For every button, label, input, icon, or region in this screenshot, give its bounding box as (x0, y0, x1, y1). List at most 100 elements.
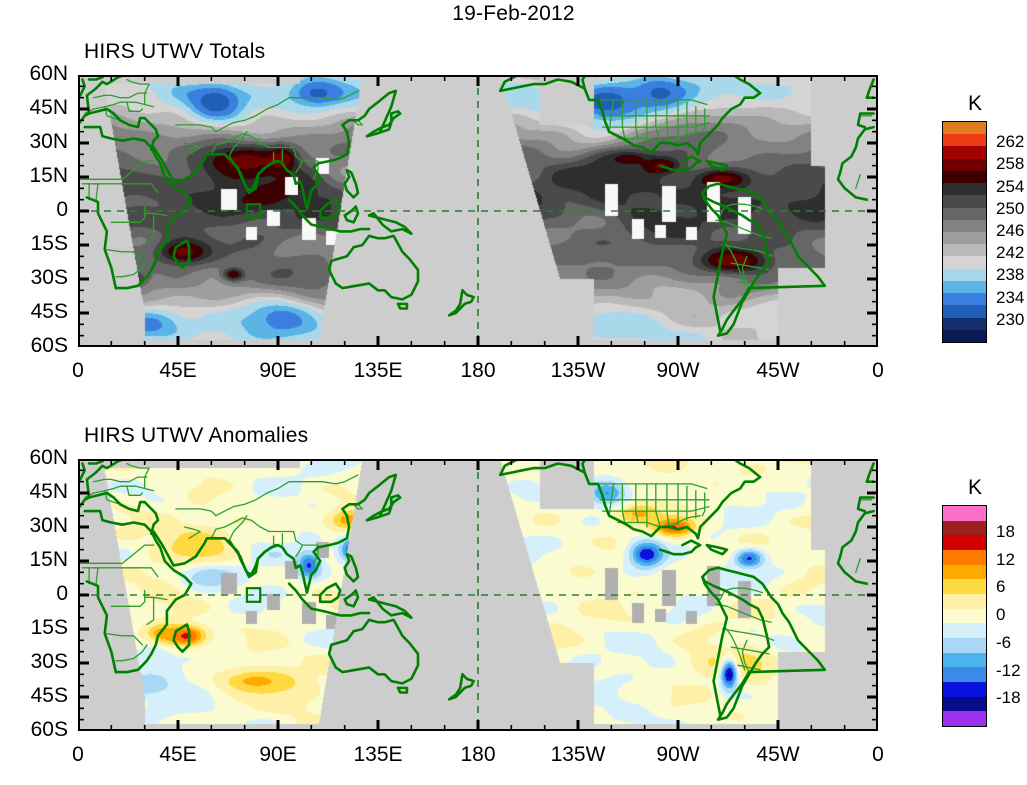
y-tick-label: 30N (29, 130, 68, 153)
x-tick-label: 45E (159, 743, 197, 766)
colorbar-tick-label: -6 (996, 632, 1012, 652)
y-tick-label: 30S (30, 650, 68, 673)
colorbar-tick-label: 234 (996, 287, 1025, 307)
panel-title-totals: HIRS UTWV Totals (84, 40, 266, 63)
colorbar-tick-label: 246 (996, 221, 1025, 240)
colorbar-band (943, 506, 986, 521)
colorbar-tick-label: 242 (996, 243, 1025, 263)
colorbar-band (943, 219, 986, 232)
colorbar-band (943, 231, 986, 245)
colorbar-band (943, 652, 986, 668)
x-tick-label: 90E (259, 359, 297, 382)
colorbar-band (943, 268, 986, 281)
y-tick-label: 45S (30, 300, 68, 323)
axis-ticks-anomalies (78, 459, 878, 731)
region-box-marker (245, 587, 262, 603)
colorbar-band (943, 623, 986, 638)
colorbar-band (943, 520, 986, 536)
colorbar-tick-label: 230 (996, 309, 1025, 329)
y-tick-label: 15S (30, 232, 68, 255)
colorbar-band (943, 593, 986, 609)
region-box-marker (245, 203, 262, 219)
colorbar-tick-label: 6 (996, 577, 1006, 597)
x-tick-label: 180 (460, 359, 496, 382)
y-tick-label: 15N (29, 548, 68, 571)
x-tick-label: 90W (656, 743, 700, 766)
figure-title: 19-Feb-2012 (452, 2, 575, 25)
y-tick-label: 30N (29, 514, 68, 537)
colorbar-band (943, 667, 986, 682)
x-tick-label: 90E (259, 743, 297, 766)
colorbar-tick-label: 254 (996, 176, 1025, 196)
coastline-overlay (78, 75, 878, 347)
colorbar-band (943, 293, 986, 306)
x-tick-label: 0 (72, 359, 84, 382)
colorbar-band (943, 608, 986, 624)
colorbar-band (943, 305, 986, 318)
x-tick-label: 135W (550, 743, 606, 766)
panel-title-anomalies: HIRS UTWV Anomalies (84, 424, 309, 447)
y-tick-label: 45S (30, 684, 68, 707)
x-tick-label: 45W (756, 359, 800, 382)
colorbar-band (943, 158, 986, 171)
colorbar-band (943, 280, 986, 294)
x-tick-label: 45E (159, 359, 197, 382)
colorbar-band (943, 637, 986, 653)
y-tick-label: 45N (29, 96, 68, 119)
y-tick-label: 60S (30, 718, 68, 741)
colorbar-band (943, 317, 986, 330)
y-tick-label: 30S (30, 266, 68, 289)
colorbar-tick-label: 12 (996, 549, 1015, 569)
y-tick-label: 15S (30, 616, 68, 639)
colorbar-band (943, 183, 986, 196)
colorbar-band (943, 195, 986, 208)
y-tick-label: 60N (29, 62, 68, 85)
colorbar-band (943, 696, 986, 712)
x-tick-label: 0 (872, 743, 884, 766)
colorbar-unit-totals: K (967, 92, 982, 115)
axis-ticks-totals (78, 75, 878, 347)
x-tick-label: 180 (460, 743, 496, 766)
x-tick-label: 135E (353, 743, 403, 766)
colorbar-band (943, 535, 986, 550)
x-tick-label: 90W (656, 359, 700, 382)
colorbar-band (943, 681, 986, 697)
colorbar-band (943, 549, 986, 565)
colorbar-tick-label: 250 (996, 198, 1025, 218)
colorbar-band (943, 207, 986, 220)
y-tick-label: 0 (56, 198, 68, 221)
y-tick-label: 60N (29, 446, 68, 469)
colorbar-tick-label: 262 (996, 132, 1025, 152)
colorbar-band (943, 134, 986, 147)
colorbar-band (943, 146, 986, 159)
x-tick-label: 135E (353, 359, 403, 382)
y-tick-label: 0 (56, 582, 68, 605)
x-tick-label: 45W (756, 743, 800, 766)
colorbar-band (943, 170, 986, 184)
colorbar-band (943, 329, 986, 342)
colorbar-band (943, 579, 986, 594)
y-tick-label: 45N (29, 480, 68, 503)
colorbar-unit-anomalies: K (967, 476, 982, 499)
colorbar-tick-label: 0 (996, 605, 1006, 624)
colorbar-band (943, 711, 986, 726)
colorbar-band (943, 244, 986, 257)
colorbar-tick-label: 18 (996, 521, 1015, 541)
colorbar-anomalies (942, 505, 987, 727)
colorbar-band (943, 564, 986, 580)
colorbar-tick-label: 238 (996, 265, 1025, 285)
x-tick-label: 0 (72, 743, 84, 766)
colorbar-tick-label: -12 (996, 660, 1021, 680)
colorbar-tick-label: -18 (996, 688, 1021, 708)
colorbar-band (943, 122, 986, 135)
map-totals (78, 75, 878, 347)
y-tick-label: 60S (30, 334, 68, 357)
colorbar-band (943, 256, 986, 269)
coastline-overlay (78, 459, 878, 731)
x-tick-label: 0 (872, 359, 884, 382)
x-tick-label: 135W (550, 359, 606, 382)
y-tick-label: 15N (29, 164, 68, 187)
colorbar-totals (942, 121, 987, 343)
colorbar-tick-label: 258 (996, 154, 1025, 174)
